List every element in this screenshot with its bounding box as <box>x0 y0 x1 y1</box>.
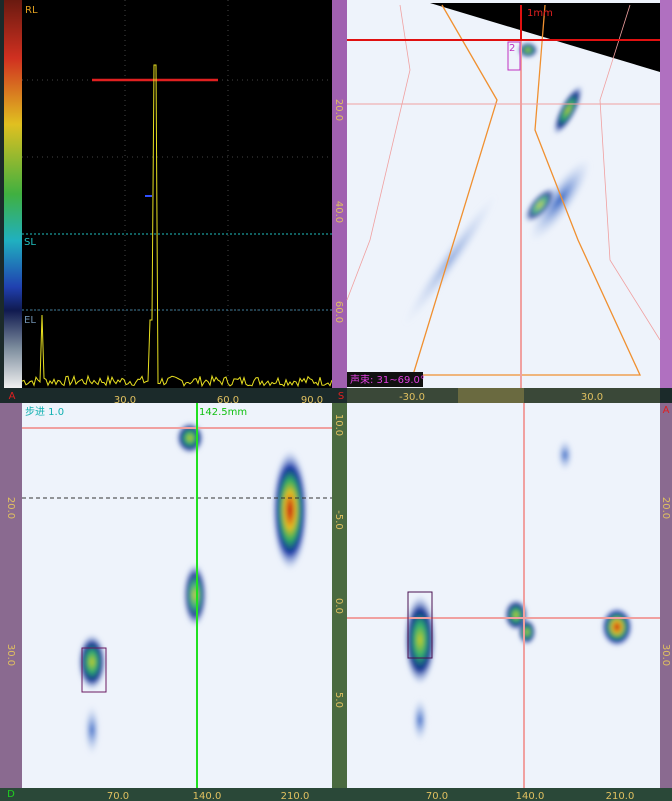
ascan-waveform <box>21 64 333 388</box>
axis-label: 5.0 <box>333 692 344 708</box>
weld-profile <box>412 4 642 376</box>
axis-strip <box>332 403 347 788</box>
axis-label: 0.0 <box>333 598 344 614</box>
axis-label: 10.0 <box>333 414 344 436</box>
axis-label: 90.0 <box>301 395 323 406</box>
axis-label: 30.0 <box>5 644 16 666</box>
axis-label: 20.0 <box>660 497 671 519</box>
roi-box <box>407 591 433 659</box>
beam-label: 声束: 31~69.0° <box>350 373 425 386</box>
label-bg <box>347 372 423 387</box>
beam-fan <box>346 4 661 341</box>
mask <box>430 3 660 72</box>
gate-label: EL <box>24 315 36 326</box>
cursor-label: 1mm <box>527 8 553 19</box>
axis-label: 70.0 <box>107 791 129 801</box>
axis-label: 40.0 <box>333 201 344 223</box>
axis-label: 210.0 <box>281 791 310 801</box>
axis-label: 30.0 <box>114 395 136 406</box>
axis-label: -5.0 <box>333 510 344 530</box>
axis-label: 70.0 <box>426 791 448 801</box>
axis-label: -30.0 <box>399 392 425 403</box>
axis-strip <box>660 403 672 788</box>
roi-box <box>81 647 107 693</box>
axis-label: 20.0 <box>5 497 16 519</box>
axis-label: 30.0 <box>581 392 603 403</box>
axis-strip <box>0 403 22 788</box>
group-label: 2 <box>509 43 515 54</box>
cscan-panel <box>347 403 660 788</box>
ascan-panel <box>22 0 332 388</box>
axis-label: 60.0 <box>333 301 344 323</box>
bscan-signals <box>78 422 308 755</box>
axis-strip <box>660 0 672 388</box>
axis-strip <box>332 0 347 388</box>
axis-label: 210.0 <box>606 791 635 801</box>
color-bar <box>4 0 22 388</box>
axis-label: 140.0 <box>193 791 222 801</box>
panel-letter: D <box>7 789 15 800</box>
step-label: 步进 1.0 <box>25 406 64 418</box>
axis-label: 20.0 <box>333 99 344 121</box>
axis-highlight <box>458 388 524 403</box>
gate-label: RL <box>25 5 38 16</box>
roi-box <box>507 41 521 71</box>
sscan-signals <box>403 42 591 326</box>
axis-label: 140.0 <box>516 791 545 801</box>
gate-label: SL <box>24 237 36 248</box>
sscan-panel <box>347 0 660 388</box>
axis-label: 60.0 <box>217 395 239 406</box>
axis-strip <box>0 788 672 801</box>
panel-letter: A <box>663 405 670 416</box>
axis-label: 30.0 <box>660 644 671 666</box>
panel-letter: A <box>9 391 16 402</box>
cursor-label: 142.5mm <box>199 407 247 418</box>
panel-letter: S <box>338 391 344 402</box>
